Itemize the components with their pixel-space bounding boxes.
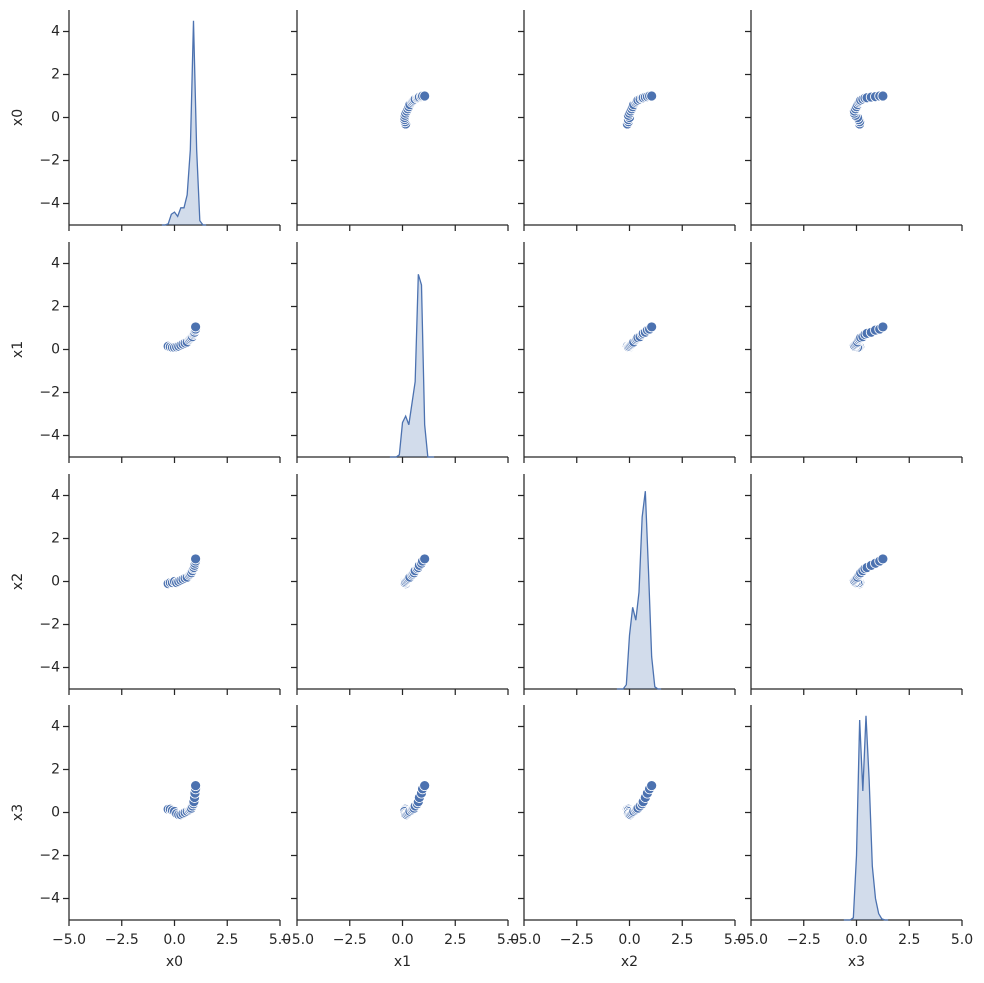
y-tick-label: −2 bbox=[39, 848, 60, 864]
x-axis-label: x0 bbox=[166, 954, 183, 970]
x-tick-label: 5.0 bbox=[497, 932, 519, 948]
x-tick-label: 2.5 bbox=[671, 932, 693, 948]
y-tick-label: 2 bbox=[51, 762, 60, 778]
y-tick-label: −2 bbox=[39, 617, 60, 633]
x-tick-label: 0.0 bbox=[163, 932, 185, 948]
x-tick-label: −5.0 bbox=[507, 932, 541, 948]
x-tick-label: −2.5 bbox=[560, 932, 594, 948]
y-tick-label: −4 bbox=[39, 660, 60, 676]
x-axis-label: x1 bbox=[394, 954, 411, 970]
x-tick-label: 5.0 bbox=[724, 932, 746, 948]
y-tick-label: −4 bbox=[39, 196, 60, 212]
y-axis-label: x2 bbox=[10, 573, 26, 590]
x-tick-label: 0.0 bbox=[845, 932, 867, 948]
kde-area bbox=[389, 274, 435, 457]
x-tick-label: 5.0 bbox=[951, 932, 973, 948]
scatter-point bbox=[190, 553, 202, 565]
y-tick-label: 4 bbox=[51, 256, 60, 272]
kde-line bbox=[389, 274, 435, 458]
x-tick-label: 5.0 bbox=[269, 932, 291, 948]
y-tick-label: −4 bbox=[39, 428, 60, 444]
kde-line bbox=[616, 491, 662, 690]
x-tick-label: −5.0 bbox=[280, 932, 314, 948]
x-tick-label: −2.5 bbox=[333, 932, 367, 948]
scatter-point bbox=[877, 90, 889, 102]
scatter-point bbox=[190, 780, 202, 792]
x-axis-label: x2 bbox=[621, 954, 638, 970]
y-tick-label: 0 bbox=[51, 110, 60, 126]
y-tick-label: 4 bbox=[51, 24, 60, 40]
x-tick-label: 2.5 bbox=[898, 932, 920, 948]
y-tick-label: 4 bbox=[51, 488, 60, 504]
y-axis-label: x1 bbox=[10, 341, 26, 358]
x-tick-label: 0.0 bbox=[618, 932, 640, 948]
kde-area bbox=[161, 20, 207, 225]
y-tick-label: 2 bbox=[51, 67, 60, 83]
scatter-point bbox=[646, 321, 658, 333]
x-tick-label: −2.5 bbox=[105, 932, 139, 948]
scatter-point bbox=[419, 780, 431, 792]
x-axis-label: x3 bbox=[848, 954, 865, 970]
kde-line bbox=[843, 715, 889, 921]
y-axis-label: x0 bbox=[10, 109, 26, 126]
y-tick-label: 2 bbox=[51, 531, 60, 547]
y-tick-label: −2 bbox=[39, 153, 60, 169]
y-tick-label: 2 bbox=[51, 299, 60, 315]
scatter-point bbox=[419, 90, 431, 102]
scatter-point bbox=[419, 553, 431, 565]
scatter-point bbox=[190, 321, 202, 333]
x-tick-label: 2.5 bbox=[444, 932, 466, 948]
x-tick-label: −2.5 bbox=[787, 932, 821, 948]
scatter-point bbox=[877, 321, 889, 333]
y-tick-label: −4 bbox=[39, 891, 60, 907]
y-tick-label: 0 bbox=[51, 805, 60, 821]
kde-area bbox=[843, 715, 889, 920]
scatter-point bbox=[646, 90, 658, 102]
y-tick-label: 4 bbox=[51, 719, 60, 735]
scatter-point bbox=[877, 553, 889, 565]
y-axis-label: x3 bbox=[10, 804, 26, 821]
kde-line bbox=[161, 20, 207, 226]
scatter-point bbox=[646, 780, 658, 792]
x-tick-label: 0.0 bbox=[391, 932, 413, 948]
x-tick-label: −5.0 bbox=[734, 932, 768, 948]
y-tick-label: −2 bbox=[39, 385, 60, 401]
y-tick-label: 0 bbox=[51, 574, 60, 590]
y-tick-label: 0 bbox=[51, 342, 60, 358]
x-tick-label: 2.5 bbox=[216, 932, 238, 948]
kde-area bbox=[616, 491, 662, 689]
x-tick-label: −5.0 bbox=[52, 932, 86, 948]
